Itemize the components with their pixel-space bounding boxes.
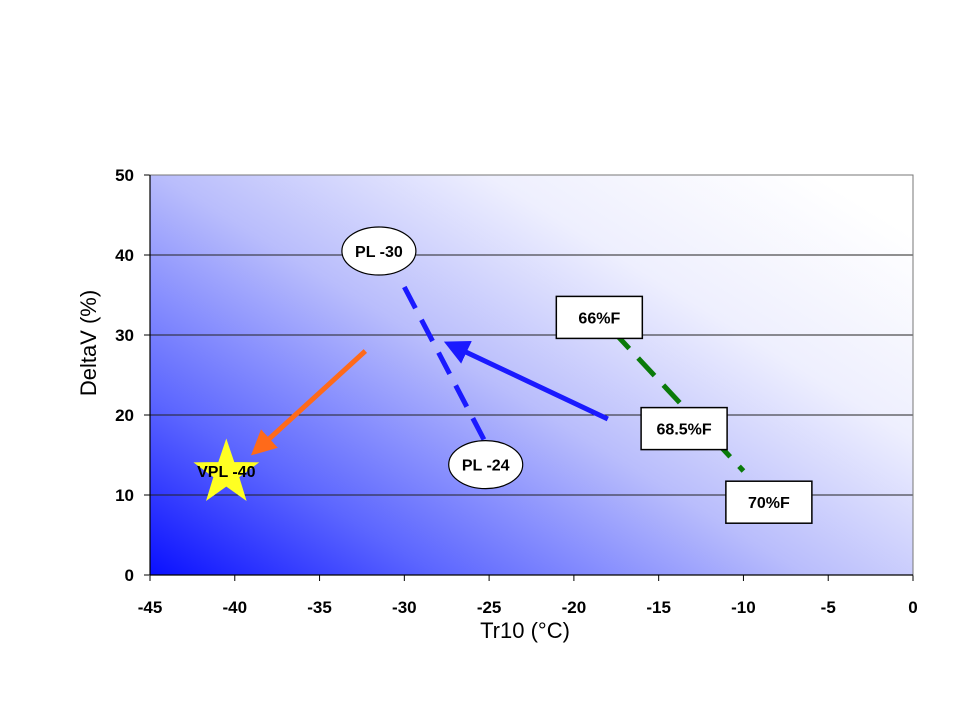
y-tick-label: 30 (115, 326, 134, 345)
annotation-box (640, 406, 728, 451)
y-tick-label: 20 (115, 406, 134, 425)
x-tick-label: -10 (731, 598, 756, 617)
star-marker (193, 438, 260, 501)
x-tick-label: -30 (392, 598, 417, 617)
y-tick-label: 0 (125, 566, 134, 585)
annotation-label: 68.5%F (657, 422, 712, 439)
annotation-label: PL -30 (355, 244, 403, 261)
x-tick-label: -25 (477, 598, 502, 617)
x-axis-title: Tr10 (°C) (480, 618, 570, 643)
annotation-box (555, 295, 644, 340)
annotation-label: 66%F (578, 310, 620, 327)
x-tick-label: 0 (908, 598, 917, 617)
arrow-2 (250, 349, 368, 456)
star-label: VPL -40 (197, 464, 256, 481)
arrow-1 (443, 341, 609, 422)
y-axis-title: DeltaV (%) (76, 290, 101, 396)
y-tick-label: 10 (115, 486, 134, 505)
x-tick-label: -20 (562, 598, 587, 617)
annotation-label: PL -24 (462, 458, 510, 475)
x-tick-label: -40 (222, 598, 247, 617)
annotation-label: 70%F (748, 495, 790, 512)
y-tick-label: 50 (115, 166, 134, 185)
axes (144, 174, 914, 581)
y-tick-label: 40 (115, 246, 134, 265)
x-tick-label: -35 (307, 598, 332, 617)
tick-labels: 0 10 20 30 40 50 -45 -40 -35 -30 -25 -20 -15 -10 -5 0 (115, 166, 918, 617)
dashed-line-1 (402, 285, 488, 445)
annotation-ellipse (341, 226, 417, 276)
x-tick-label: -5 (821, 598, 836, 617)
annotation-box (725, 480, 813, 524)
x-tick-label: -45 (138, 598, 163, 617)
x-tick-label: -15 (646, 598, 671, 617)
annotations: PL -30 PL -24 66%F 68.5%F 70%F VPL -40 (193, 226, 813, 524)
annotation-ellipse (448, 440, 524, 490)
